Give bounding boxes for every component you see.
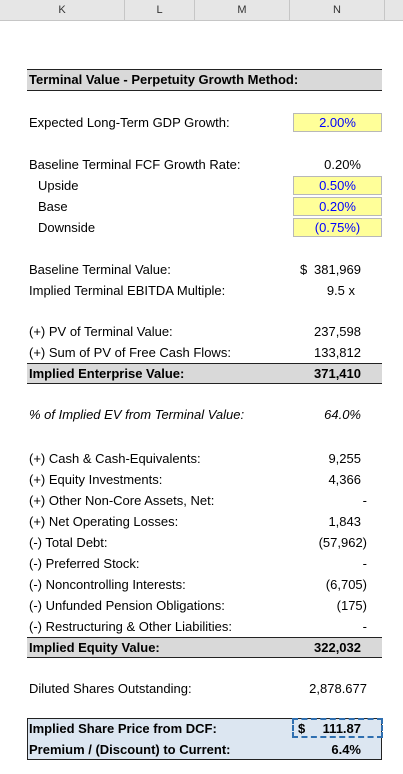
bridge-label: (+) Equity Investments: [29, 472, 163, 487]
pct-ev-from-tv-row[interactable]: % of Implied EV from Terminal Value: 64.… [0, 404, 403, 425]
share-price-label: Implied Share Price from DCF: [29, 721, 217, 736]
bridge-label: (-) Unfunded Pension Obligations: [29, 598, 225, 613]
bridge-row-restructuring[interactable]: (-) Restructuring & Other Liabilities: - [0, 616, 403, 637]
share-price-row[interactable]: Implied Share Price from DCF: $ 111.87 [0, 718, 403, 739]
bridge-row-pension[interactable]: (-) Unfunded Pension Obligations: (175) [0, 595, 403, 616]
ebitda-multiple-row[interactable]: Implied Terminal EBITDA Multiple: 9.5 x [0, 280, 403, 301]
baseline-terminal-value-label: Baseline Terminal Value: [29, 262, 171, 277]
bridge-label: (-) Total Debt: [29, 535, 108, 550]
bridge-row-preferred[interactable]: (-) Preferred Stock: - [0, 553, 403, 574]
pv-fcf-row[interactable]: (+) Sum of PV of Free Cash Flows: 133,81… [0, 342, 403, 363]
share-price-box [27, 718, 382, 760]
implied-ev-label: Implied Enterprise Value: [29, 366, 185, 381]
implied-equity-bar [27, 637, 382, 658]
baseline-terminal-value: 381,969 [314, 262, 361, 277]
bridge-label: (-) Noncontrolling Interests: [29, 577, 186, 592]
baseline-terminal-value-row[interactable]: Baseline Terminal Value: $ 381,969 [0, 259, 403, 280]
bridge-value: - [362, 493, 367, 508]
bridge-value: 9,255 [328, 451, 361, 466]
case-label-downside: Downside [38, 220, 96, 235]
downside-rate-input[interactable]: (0.75%) [293, 218, 382, 237]
bridge-value: 1,843 [328, 514, 361, 529]
gdp-growth-input[interactable]: 2.00% [293, 113, 382, 132]
upside-rate-input[interactable]: 0.50% [293, 176, 382, 195]
pct-ev-from-tv-value: 64.0% [324, 407, 361, 422]
column-header-k[interactable]: K [0, 0, 125, 20]
bridge-label: (-) Preferred Stock: [29, 556, 140, 571]
diluted-shares-row[interactable]: Diluted Shares Outstanding: 2,878.677 [0, 678, 403, 699]
bridge-row-other-assets[interactable]: (+) Other Non-Core Assets, Net: - [0, 490, 403, 511]
column-header-m[interactable]: M [195, 0, 290, 20]
implied-equity-value: 322,032 [314, 640, 361, 655]
currency-symbol: $ [300, 262, 308, 277]
section-title-row[interactable]: Terminal Value - Perpetuity Growth Metho… [0, 69, 403, 90]
section-title: Terminal Value - Perpetuity Growth Metho… [29, 72, 299, 87]
premium-row[interactable]: Premium / (Discount) to Current: 6.4% [0, 739, 403, 760]
baseline-fcf-growth-value: 0.20% [324, 157, 361, 172]
ebitda-multiple-label: Implied Terminal EBITDA Multiple: [29, 283, 226, 298]
bridge-value: 4,366 [328, 472, 361, 487]
baseline-fcf-growth-label: Baseline Terminal FCF Growth Rate: [29, 157, 241, 172]
gdp-growth-row[interactable]: Expected Long-Term GDP Growth: [0, 112, 403, 133]
currency-symbol: $ [298, 721, 306, 736]
implied-ev-bar [27, 363, 382, 384]
bridge-value: (57,962) [318, 535, 367, 550]
implied-ev-row[interactable]: Implied Enterprise Value: 371,410 [0, 363, 403, 384]
pct-ev-from-tv-label: % of Implied EV from Terminal Value: [29, 407, 245, 422]
case-label-base: Base [38, 199, 68, 214]
share-price-value: 111.87 [322, 721, 361, 736]
bridge-label: (+) Net Operating Losses: [29, 514, 179, 529]
diluted-shares-value: 2,878.677 [309, 681, 367, 696]
bridge-value: (6,705) [325, 577, 367, 592]
selected-cell-marquee [292, 718, 383, 738]
base-rate-input[interactable]: 0.20% [293, 197, 382, 216]
bridge-row-total-debt[interactable]: (-) Total Debt: (57,962) [0, 532, 403, 553]
case-label-upside: Upside [38, 178, 79, 193]
premium-value: 6.4% [331, 742, 361, 757]
bridge-label: (+) Cash & Cash-Equivalents: [29, 451, 201, 466]
bridge-row-nci[interactable]: (-) Noncontrolling Interests: (6,705) [0, 574, 403, 595]
bridge-row-nol[interactable]: (+) Net Operating Losses: 1,843 [0, 511, 403, 532]
baseline-fcf-growth-row[interactable]: Baseline Terminal FCF Growth Rate: 0.20% [0, 154, 403, 175]
case-row-upside[interactable]: Upside [0, 175, 403, 196]
column-header-n[interactable]: N [290, 0, 385, 20]
bridge-value: - [362, 556, 367, 571]
pv-fcf-label: (+) Sum of PV of Free Cash Flows: [29, 345, 231, 360]
pv-terminal-value: 237,598 [314, 324, 361, 339]
bridge-value: - [362, 619, 367, 634]
pv-fcf-value: 133,812 [314, 345, 361, 360]
bridge-value: (175) [336, 598, 367, 613]
pv-terminal-value-row[interactable]: (+) PV of Terminal Value: 237,598 [0, 321, 403, 342]
section-title-bar [27, 69, 382, 91]
implied-equity-row[interactable]: Implied Equity Value: 322,032 [0, 637, 403, 658]
premium-label: Premium / (Discount) to Current: [29, 742, 231, 757]
bridge-label: (-) Restructuring & Other Liabilities: [29, 619, 233, 634]
implied-ev-value: 371,410 [314, 366, 361, 381]
column-header-l[interactable]: L [125, 0, 195, 20]
case-row-downside[interactable]: Downside [0, 217, 403, 238]
ebitda-multiple-value: 9.5 x [326, 283, 355, 298]
pv-terminal-value-label: (+) PV of Terminal Value: [29, 324, 173, 339]
implied-equity-label: Implied Equity Value: [29, 640, 160, 655]
bridge-label: (+) Other Non-Core Assets, Net: [29, 493, 215, 508]
diluted-shares-label: Diluted Shares Outstanding: [29, 681, 192, 696]
case-row-base[interactable]: Base [0, 196, 403, 217]
column-header-bar: K L M N [0, 0, 403, 21]
bridge-row-cash[interactable]: (+) Cash & Cash-Equivalents: 9,255 [0, 448, 403, 469]
gdp-growth-label: Expected Long-Term GDP Growth: [29, 115, 230, 130]
bridge-row-equity-investments[interactable]: (+) Equity Investments: 4,366 [0, 469, 403, 490]
